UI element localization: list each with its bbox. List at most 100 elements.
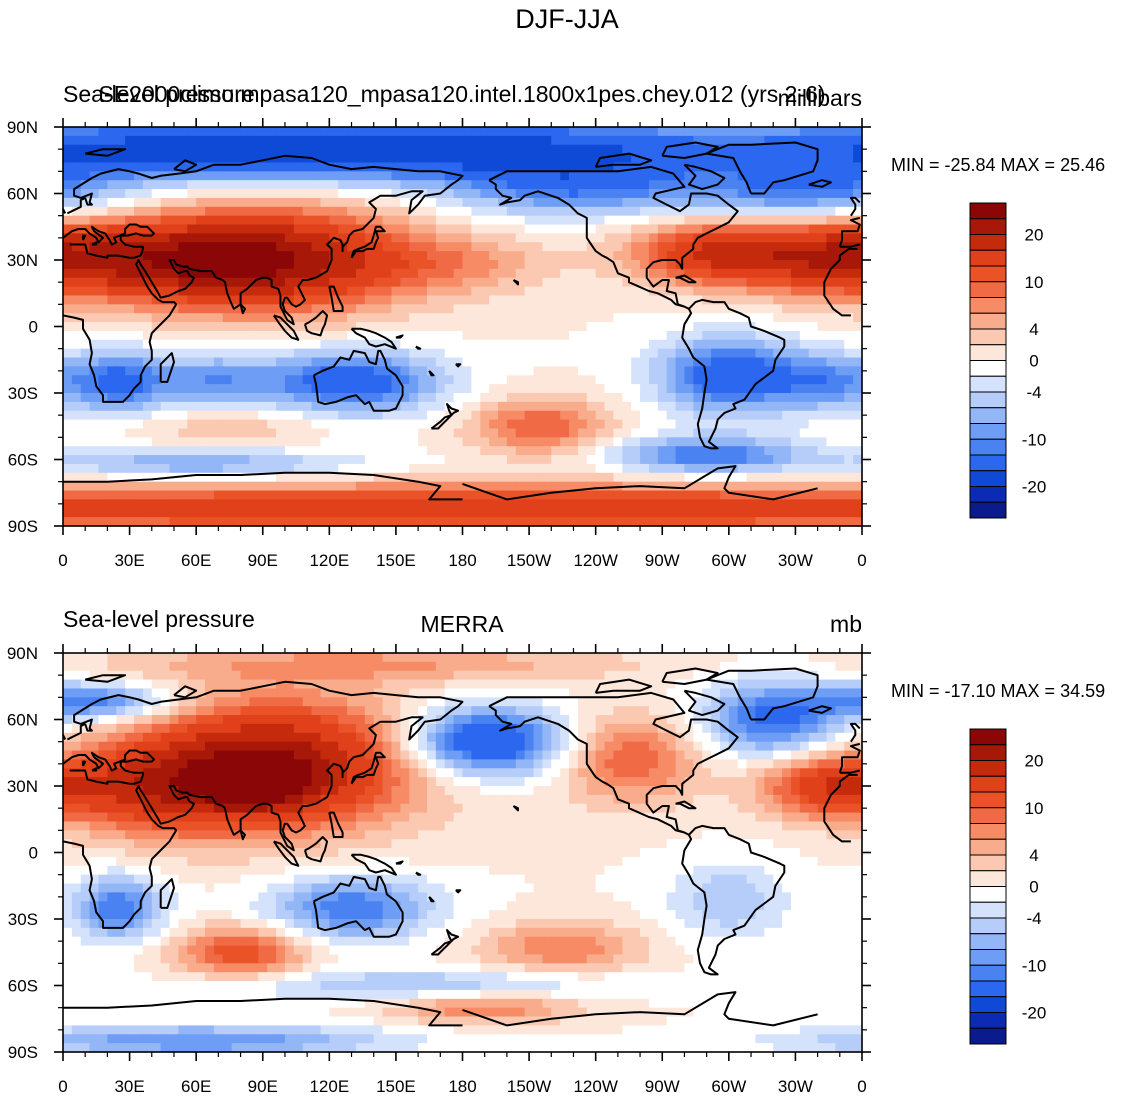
field-cell bbox=[675, 401, 686, 412]
field-cell bbox=[107, 197, 117, 208]
field-cell bbox=[790, 215, 801, 226]
field-cell bbox=[338, 517, 348, 527]
field-cell bbox=[755, 419, 765, 430]
field-cell bbox=[684, 715, 694, 725]
colorbar-swatch bbox=[969, 438, 1007, 456]
field-cell bbox=[613, 446, 623, 456]
field-cell bbox=[231, 670, 242, 681]
field-cell bbox=[444, 490, 455, 500]
field-cell bbox=[808, 393, 819, 403]
field-cell bbox=[826, 517, 836, 527]
field-cell bbox=[719, 330, 730, 341]
field-cell bbox=[71, 508, 82, 518]
field-cell bbox=[728, 481, 739, 492]
field-cell bbox=[205, 384, 215, 394]
colorbar-swatch bbox=[969, 297, 1007, 314]
field-cell bbox=[666, 697, 677, 707]
field-cell bbox=[222, 206, 233, 217]
field-cell bbox=[338, 366, 348, 376]
field-cell bbox=[604, 251, 615, 261]
field-cell bbox=[178, 428, 188, 438]
field-cell bbox=[773, 446, 783, 456]
field-cell bbox=[205, 348, 215, 359]
field-cell bbox=[675, 268, 686, 279]
field-cell bbox=[764, 446, 774, 456]
field-cell bbox=[631, 653, 641, 663]
field-cell bbox=[373, 197, 384, 208]
field-cell bbox=[799, 517, 810, 527]
field-cell bbox=[782, 322, 792, 332]
field-cell bbox=[569, 715, 579, 725]
field-cell bbox=[364, 348, 375, 359]
field-cell bbox=[63, 313, 73, 323]
field-cell bbox=[80, 437, 91, 447]
field-cell bbox=[569, 330, 579, 341]
field-cell bbox=[302, 330, 313, 341]
field-cell bbox=[471, 330, 481, 341]
coastline bbox=[350, 327, 397, 350]
field-cell bbox=[116, 171, 126, 181]
field-cell bbox=[187, 295, 197, 305]
field-cell bbox=[826, 357, 836, 367]
field-cell bbox=[782, 339, 792, 350]
field-cell bbox=[400, 697, 410, 707]
field-cell bbox=[444, 153, 455, 164]
field-cell bbox=[524, 384, 535, 394]
field-cell bbox=[817, 419, 828, 430]
field-cell bbox=[347, 135, 357, 146]
field-cell bbox=[480, 653, 490, 663]
field-cell bbox=[409, 715, 419, 725]
field-cell bbox=[569, 295, 579, 305]
field-cell bbox=[666, 153, 677, 164]
field-cell bbox=[711, 348, 721, 359]
field-cell bbox=[648, 348, 659, 359]
colorbar-label: 20 bbox=[1025, 226, 1044, 245]
field-cell bbox=[826, 153, 836, 164]
field-cell bbox=[790, 251, 801, 261]
field-cell bbox=[711, 455, 721, 465]
field-cell bbox=[853, 481, 863, 492]
field-cell bbox=[409, 339, 419, 350]
field-cell bbox=[586, 215, 597, 226]
field-cell bbox=[675, 661, 686, 672]
field-cell bbox=[542, 481, 552, 492]
field-cell bbox=[515, 375, 526, 385]
field-cell bbox=[355, 653, 366, 663]
field-cell bbox=[782, 481, 792, 492]
field-cell bbox=[613, 171, 623, 181]
field-cell bbox=[382, 508, 393, 518]
field-cell bbox=[435, 242, 446, 252]
field-cell bbox=[808, 463, 819, 474]
field-cell bbox=[400, 481, 410, 492]
field-cell bbox=[71, 189, 82, 199]
field-cell bbox=[498, 384, 508, 394]
field-cell bbox=[648, 277, 659, 288]
field-cell bbox=[435, 366, 446, 376]
field-cell bbox=[604, 162, 615, 172]
field-cell bbox=[675, 481, 686, 492]
field-cell bbox=[196, 215, 206, 226]
coastline bbox=[173, 159, 198, 173]
field-cell bbox=[258, 144, 268, 155]
field-cell bbox=[746, 348, 757, 359]
field-cell bbox=[98, 180, 108, 190]
field-cell bbox=[702, 446, 712, 456]
field-cell bbox=[755, 171, 765, 181]
field-cell bbox=[284, 357, 295, 367]
field-cell bbox=[240, 428, 251, 438]
field-cell bbox=[506, 224, 517, 234]
field-cell bbox=[817, 706, 828, 716]
min-max-label: MIN = -25.84 MAX = 25.46 bbox=[891, 155, 1105, 175]
field-cell bbox=[382, 127, 393, 137]
field-cell bbox=[675, 366, 686, 376]
field-cell bbox=[418, 481, 428, 492]
field-cell bbox=[63, 197, 73, 208]
field-cell bbox=[222, 499, 233, 509]
field-cell bbox=[853, 233, 863, 243]
field-cell bbox=[480, 339, 490, 350]
field-cell bbox=[737, 384, 748, 394]
field-cell bbox=[196, 268, 206, 279]
field-cell bbox=[249, 653, 259, 663]
field-cell bbox=[586, 419, 597, 430]
field-cell bbox=[302, 490, 313, 500]
